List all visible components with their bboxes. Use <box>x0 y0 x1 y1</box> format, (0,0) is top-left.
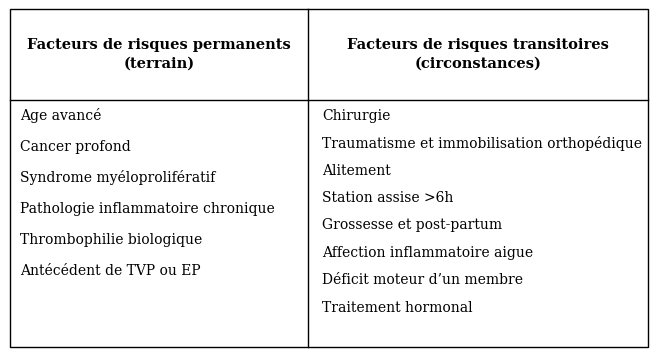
Text: Traumatisme et immobilisation orthopédique: Traumatisme et immobilisation orthopédiq… <box>322 136 642 151</box>
Text: Traitement hormonal: Traitement hormonal <box>322 300 473 315</box>
Text: Thrombophilie biologique: Thrombophilie biologique <box>20 232 202 247</box>
Text: Station assise >6h: Station assise >6h <box>322 191 454 205</box>
Text: Déficit moteur d’un membre: Déficit moteur d’un membre <box>322 273 523 287</box>
Text: Grossesse et post-partum: Grossesse et post-partum <box>322 218 503 232</box>
Text: Facteurs de risques permanents
(terrain): Facteurs de risques permanents (terrain) <box>27 38 291 70</box>
Text: Alitement: Alitement <box>322 163 391 178</box>
Text: Chirurgie: Chirurgie <box>322 109 391 123</box>
Text: Age avancé: Age avancé <box>20 108 101 123</box>
Text: Pathologie inflammatoire chronique: Pathologie inflammatoire chronique <box>20 201 274 216</box>
Text: Syndrome myéloprolifératif: Syndrome myéloprolifératif <box>20 170 215 185</box>
Text: Antécédent de TVP ou EP: Antécédent de TVP ou EP <box>20 263 201 278</box>
Text: Cancer profond: Cancer profond <box>20 140 130 154</box>
Text: Facteurs de risques transitoires
(circonstances): Facteurs de risques transitoires (circon… <box>347 38 609 70</box>
Text: Affection inflammatoire aigue: Affection inflammatoire aigue <box>322 246 534 260</box>
